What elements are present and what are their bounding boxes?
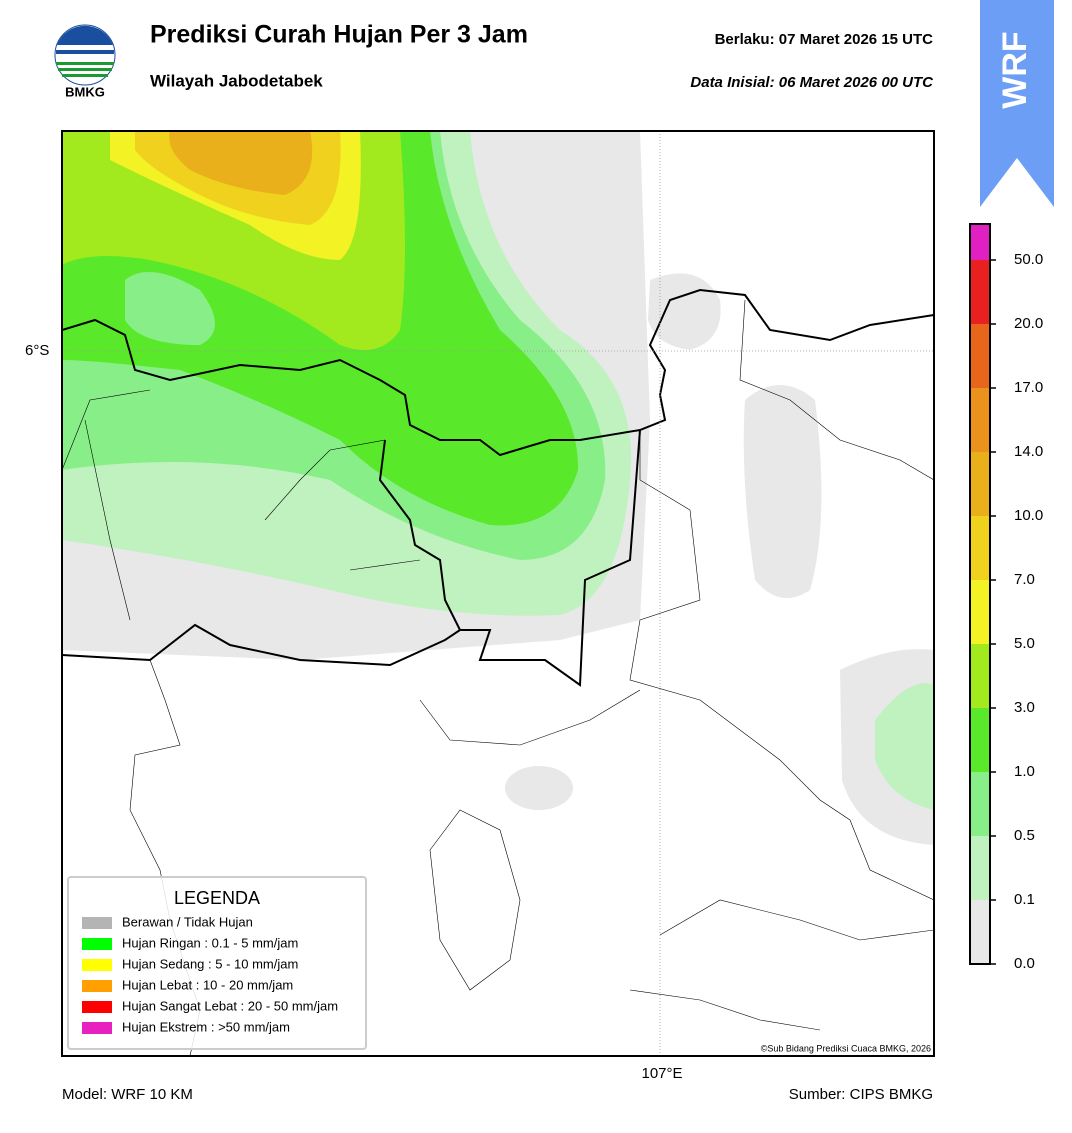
colorbar-tick-label: 3.0 <box>1014 699 1035 716</box>
lon-label: 107°E <box>641 1065 682 1082</box>
model-label: Model: WRF 10 KM <box>62 1086 193 1103</box>
colorbar-segment <box>970 708 990 772</box>
colorbar-tick-label: 5.0 <box>1014 635 1035 652</box>
legend-label: Hujan Sangat Lebat : 20 - 50 mm/jam <box>122 998 338 1013</box>
colorbar-frame <box>969 223 991 965</box>
colorbar-segment <box>970 224 990 260</box>
legend-label: Hujan Ringan : 0.1 - 5 mm/jam <box>122 935 298 950</box>
colorbar-tick-label: 0.0 <box>1014 955 1035 972</box>
colorbar: 0.0 0.1 0.5 1.0 3.0 5.0 7.0 10.0 14.0 17.0 20.0 50.… <box>969 223 1043 972</box>
colorbar-segment <box>970 644 990 708</box>
colorbar-segment <box>970 516 990 580</box>
map-frame <box>61 130 935 1057</box>
logo: BMKG <box>54 24 116 99</box>
colorbar-segment <box>970 388 990 452</box>
colorbar-segment <box>970 900 990 964</box>
colorbar-segment <box>970 836 990 900</box>
badge <box>980 0 1054 207</box>
init-time: Data Inisial: 06 Maret 2026 00 UTC <box>690 74 934 91</box>
logo-text: BMKG <box>65 84 105 99</box>
legend-label: Hujan Ekstrem : >50 mm/jam <box>122 1019 290 1034</box>
lat-label: 6°S <box>25 342 49 359</box>
colorbar-segment <box>970 580 990 644</box>
colorbar-segment <box>970 452 990 516</box>
legend-swatch <box>82 980 112 992</box>
colorbar-tick-label: 0.1 <box>1014 891 1035 908</box>
colorbar-tick-label: 20.0 <box>1014 315 1043 332</box>
colorbar-segment <box>970 324 990 388</box>
colorbar-segment <box>970 772 990 836</box>
legend-label: Berawan / Tidak Hujan <box>122 914 253 929</box>
legend-swatch <box>82 917 112 929</box>
colorbar-tick-label: 17.0 <box>1014 379 1043 396</box>
colorbar-tick-label: 7.0 <box>1014 571 1035 588</box>
legend-swatch <box>82 938 112 950</box>
colorbar-tick-label: 50.0 <box>1014 251 1043 268</box>
colorbar-tick-label: 1.0 <box>1014 763 1035 780</box>
colorbar-tick-label: 14.0 <box>1014 443 1043 460</box>
valid-time: Berlaku: 07 Maret 2026 15 UTC <box>715 31 934 48</box>
legend-label: Hujan Sedang : 5 - 10 mm/jam <box>122 956 298 971</box>
colorbar-tick-label: 0.5 <box>1014 827 1035 844</box>
colorbar-segment <box>970 260 990 324</box>
legend-swatch <box>82 959 112 971</box>
title: Prediksi Curah Hujan Per 3 Jam <box>150 21 528 49</box>
colorbar-tick-label: 10.0 <box>1014 507 1043 524</box>
subtitle: Wilayah Jabodetabek <box>150 71 323 90</box>
credit: ©Sub Bidang Prediksi Cuaca BMKG, 2026 <box>761 1043 931 1053</box>
legend: LEGENDA Berawan / Tidak Hujan Hujan Ringa… <box>67 876 367 1050</box>
legend-swatch <box>82 1022 112 1034</box>
legend-title: LEGENDA <box>174 888 260 908</box>
badge-text: WRF <box>996 31 1034 108</box>
legend-swatch <box>82 1001 112 1013</box>
source-label: Sumber: CIPS BMKG <box>789 1086 933 1103</box>
legend-label: Hujan Lebat : 10 - 20 mm/jam <box>122 977 293 992</box>
